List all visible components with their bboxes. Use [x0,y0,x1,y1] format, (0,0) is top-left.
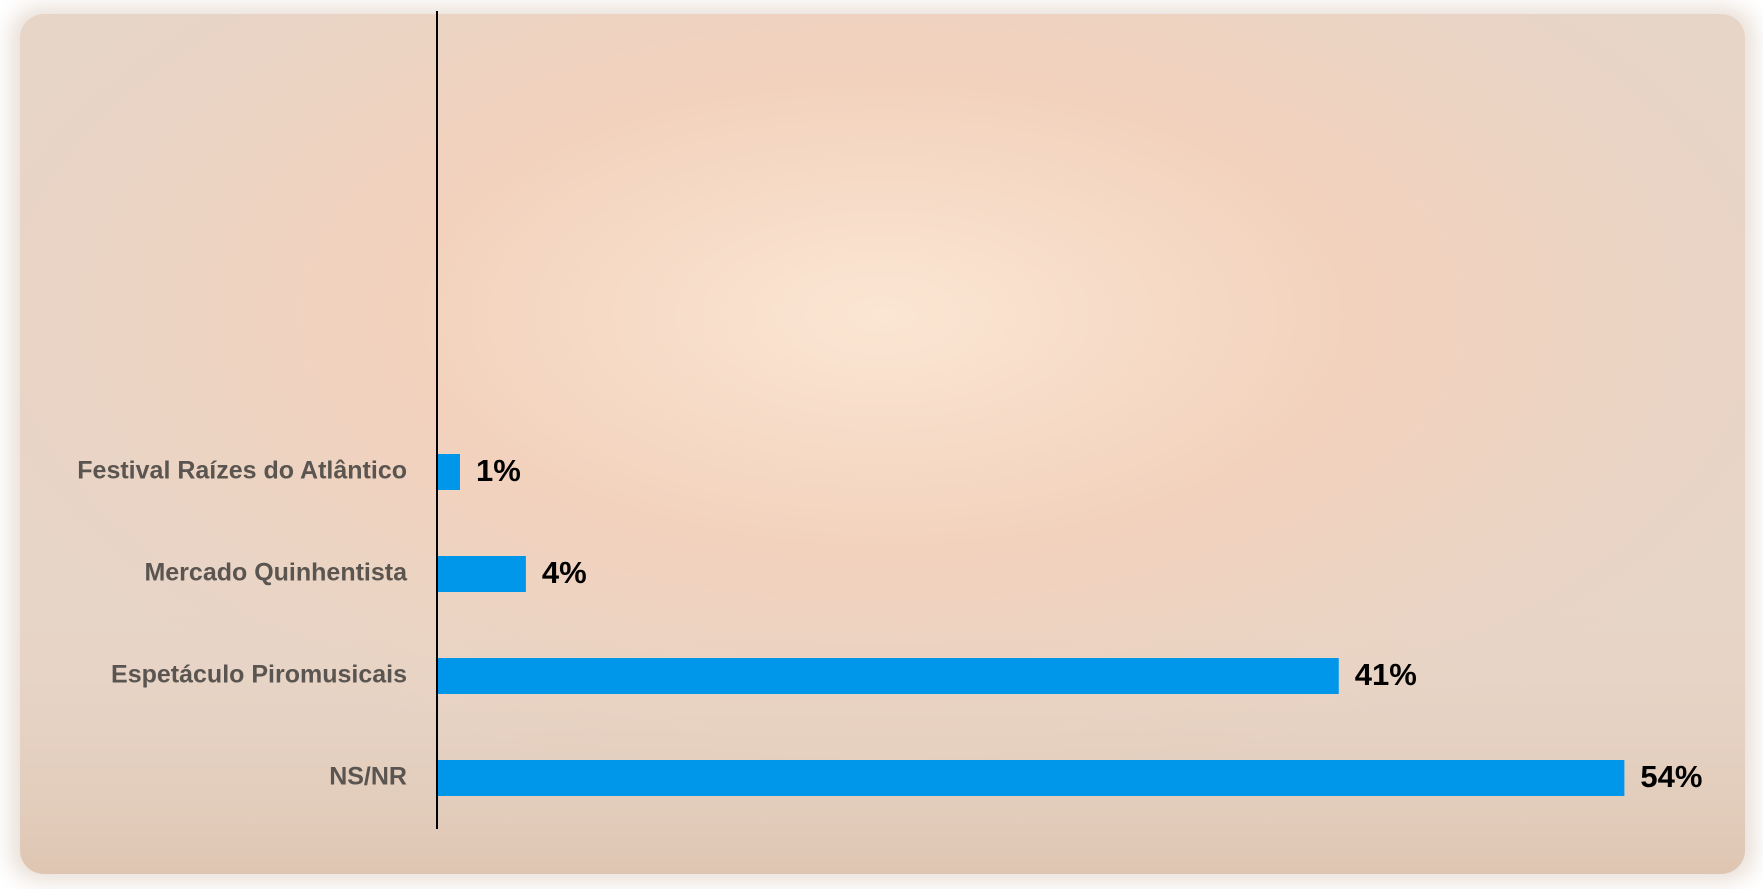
background [10,6,1755,882]
value-label: 54% [1640,759,1702,794]
bar [438,556,526,592]
bar [438,658,1339,694]
value-label: 1% [476,453,521,488]
category-label: Festival Raízes do Atlântico [77,457,407,485]
category-label: Mercado Quinhentista [144,559,408,587]
background-crowd [20,600,1745,874]
category-label: Espetáculo Piromusicais [111,661,407,689]
value-label: 41% [1355,657,1417,692]
category-label: NS/NR [329,763,407,791]
value-label: 4% [542,555,587,590]
bar [438,760,1625,796]
bar [438,454,460,490]
